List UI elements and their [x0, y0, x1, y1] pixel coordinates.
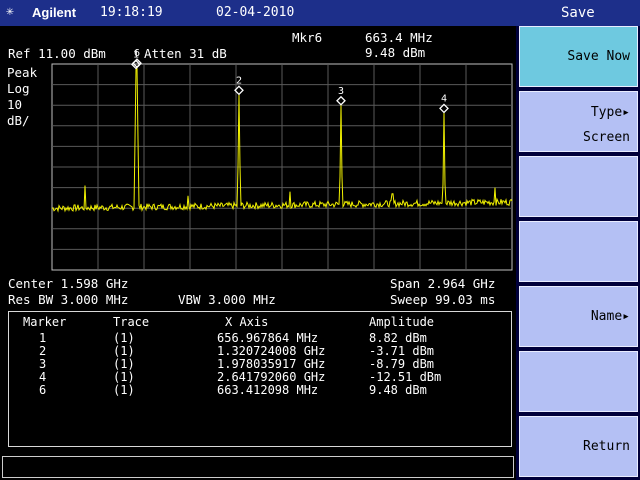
menu-title: Save — [561, 5, 595, 21]
header-amplitude: Amplitude — [369, 315, 435, 329]
reference-level: Ref 11.00 dBm — [8, 46, 106, 61]
table-row: 2 (1) 1.320724008 GHz -3.71 dBm — [9, 344, 511, 358]
marker-diamond-4 — [439, 103, 449, 114]
sweep-time: Sweep 99.03 ms — [390, 292, 496, 307]
softkey-blank-6[interactable] — [519, 351, 638, 412]
title-bar: ✳ Agilent 19:18:19 02-04-2010 Save — [0, 0, 640, 26]
span: Span 2.964 GHz — [390, 276, 496, 291]
row-amplitude: -3.71 dBm — [369, 344, 435, 358]
marker-label-6: 6 — [134, 48, 140, 59]
softkey-label: Name▸ — [591, 309, 630, 324]
clock-time: 19:18:19 — [100, 5, 163, 20]
scale-value: 10 — [7, 97, 23, 112]
plot-marks: 1 2 3 4 6 — [51, 48, 513, 213]
scale-type: Log — [7, 81, 30, 96]
row-x-axis: 2.641792060 GHz — [217, 370, 326, 384]
resolution-bandwidth: Res BW 3.000 MHz — [8, 292, 129, 307]
row-trace: (1) — [113, 344, 135, 358]
marker-diamond-6 — [132, 58, 142, 69]
row-trace: (1) — [113, 357, 135, 371]
agilent-logo-icon: ✳ — [6, 4, 14, 19]
arrow-right-icon: ▸ — [622, 105, 630, 120]
marker-table-header: Marker Trace X Axis Amplitude — [9, 315, 511, 329]
spectrum-plot: 1 2 3 4 6 — [51, 48, 513, 271]
softkey-label: Save Now — [567, 49, 630, 64]
arrow-right-icon: ▸ — [622, 309, 630, 324]
softkey-blank-4[interactable] — [519, 221, 638, 282]
softkey-label: Return — [583, 439, 630, 454]
row-trace: (1) — [113, 383, 135, 397]
marker-readout-label: Mkr6 — [292, 30, 323, 45]
softkey-type[interactable]: Type▸ Screen — [519, 91, 638, 152]
row-amplitude: 9.48 dBm — [369, 383, 427, 397]
row-trace: (1) — [113, 331, 135, 345]
row-amplitude: -12.51 dBm — [369, 370, 442, 384]
softkey-return[interactable]: Return — [519, 416, 638, 477]
header-marker: Marker — [23, 315, 67, 329]
center-frequency: Center 1.598 GHz — [8, 276, 129, 291]
marker-readout-frequency: 663.4 MHz — [365, 30, 433, 45]
attenuation: Atten 31 dB — [144, 46, 227, 61]
row-x-axis: 656.967864 MHz — [217, 331, 319, 345]
row-x-axis: 1.320724008 GHz — [217, 344, 326, 358]
row-marker: 6 — [39, 383, 47, 397]
brand-name: Agilent — [32, 5, 77, 20]
marker-label-2: 2 — [236, 75, 242, 86]
spectrum-display: Mkr6 663.4 MHz 9.48 dBm Ref 11.00 dBm At… — [0, 26, 516, 454]
clock-date: 02-04-2010 — [216, 5, 295, 20]
table-row: 3 (1) 1.978035917 GHz -8.79 dBm — [9, 357, 511, 371]
marker-label-1: 1 — [133, 49, 139, 60]
row-amplitude: 8.82 dBm — [369, 331, 427, 345]
softkey-label-text: Type — [590, 105, 623, 120]
video-bandwidth: VBW 3.000 MHz — [178, 292, 276, 307]
row-trace: (1) — [113, 370, 135, 384]
header-trace: Trace — [113, 315, 150, 329]
plot-grid — [51, 63, 513, 271]
row-marker: 2 — [39, 344, 47, 358]
marker-table: Marker Trace X Axis Amplitude 1 (1) 656.… — [8, 311, 512, 447]
marker-readout-amplitude: 9.48 dBm — [365, 45, 426, 60]
softkey-label-text: Name — [590, 309, 623, 324]
marker-diamond-2 — [234, 85, 244, 96]
header-x-axis: X Axis — [225, 315, 269, 329]
spectrum-trace — [51, 65, 513, 213]
status-line — [2, 456, 514, 478]
table-row: 6 (1) 663.412098 MHz 9.48 dBm — [9, 383, 511, 397]
row-marker: 1 — [39, 331, 47, 345]
row-marker: 3 — [39, 357, 47, 371]
softkey-name[interactable]: Name▸ — [519, 286, 638, 347]
table-row: 4 (1) 2.641792060 GHz -12.51 dBm — [9, 370, 511, 384]
marker-diamond-3 — [336, 95, 346, 106]
scale-unit: dB/ — [7, 113, 30, 128]
row-x-axis: 663.412098 MHz — [217, 383, 319, 397]
marker-label-3: 3 — [338, 86, 344, 97]
marker-label-4: 4 — [441, 93, 447, 104]
detector-mode: Peak — [7, 65, 38, 80]
softkey-value: Screen — [583, 130, 630, 145]
softkey-blank-3[interactable] — [519, 156, 638, 217]
row-marker: 4 — [39, 370, 47, 384]
row-x-axis: 1.978035917 GHz — [217, 357, 326, 371]
table-row: 1 (1) 656.967864 MHz 8.82 dBm — [9, 331, 511, 345]
softkey-panel: Save Now Type▸ Screen Name▸ Return — [516, 26, 640, 480]
row-amplitude: -8.79 dBm — [369, 357, 435, 371]
softkey-save-now[interactable]: Save Now — [519, 26, 638, 87]
softkey-label: Type▸ — [591, 105, 630, 120]
